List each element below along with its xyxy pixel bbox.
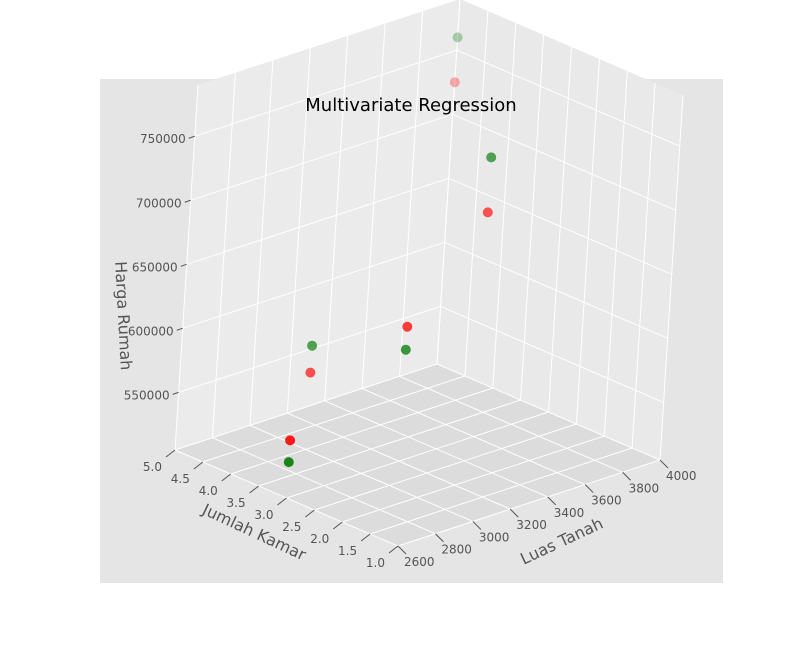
x-tick-mark (397, 545, 407, 555)
y-gridline-floor (258, 399, 521, 487)
y-tick-label: 1.5 (338, 544, 357, 558)
grid-lines (174, 0, 684, 547)
y-tick-mark (221, 473, 232, 482)
y-tick-label: 3.5 (227, 496, 246, 510)
scatter-point-series-2 (486, 152, 497, 163)
z-tick-mark (188, 135, 195, 139)
x-gridline-back (286, 48, 311, 414)
y-gridline-floor (397, 459, 661, 547)
scatter-point-series-2 (452, 32, 463, 43)
y-gridline-right (492, 22, 517, 389)
z-tick-label: 600000 (128, 324, 174, 338)
x-gridline-back (211, 72, 236, 438)
y-gridline-right (464, 10, 489, 377)
z-gridline-right (440, 305, 664, 403)
y-tick-label: 2.5 (282, 520, 301, 534)
z-gridline-back (186, 177, 449, 265)
z-gridline-right (452, 113, 676, 211)
x-tick-label: 2800 (441, 543, 472, 557)
z-tick-mark (176, 327, 183, 331)
y-tick-mark (388, 545, 399, 554)
x-gridline-back (399, 11, 424, 377)
x-gridline-back (249, 60, 274, 426)
y-gridline-floor (202, 375, 466, 463)
x-tick-mark (584, 484, 594, 493)
y-gridline-floor (230, 387, 493, 475)
y-tick-label: 4.0 (199, 484, 218, 498)
y-gridline-floor (369, 447, 633, 535)
x-tick-label: 2600 (404, 555, 435, 569)
z-tick-label: 650000 (132, 260, 178, 274)
scatter-point-series-1 (402, 321, 413, 332)
panes (175, 0, 683, 546)
y-gridline-floor (174, 363, 438, 451)
y-gridline-floor (314, 423, 577, 511)
z-gridline-right (444, 241, 668, 339)
x-tick-mark (547, 496, 557, 506)
x-tick-mark (509, 508, 519, 518)
z-gridline-back (182, 241, 445, 329)
y-gridline-right (575, 58, 600, 425)
y-tick-label: 2.0 (310, 532, 329, 546)
x-tick-label: 3000 (479, 530, 510, 544)
z-tick-label: 750000 (140, 132, 186, 146)
y-gridline-right (603, 70, 628, 437)
z-gridline-back (190, 113, 453, 201)
scatter-point-series-1 (449, 77, 460, 88)
z-tick-label: 700000 (136, 196, 182, 210)
scatter-point-series-1 (482, 207, 493, 218)
y-gridline-floor (342, 435, 605, 523)
y-tick-mark (360, 533, 371, 542)
back-pane (175, 0, 460, 450)
x-tick-label: 3600 (591, 494, 622, 508)
y-gridline-floor (286, 411, 549, 499)
x-tick-label: 3200 (516, 518, 547, 532)
y-tick-label: 5.0 (143, 460, 162, 474)
y-tick-label: 4.5 (171, 472, 190, 486)
y-gridline-right (631, 82, 656, 449)
z-gridline-right (448, 177, 672, 275)
x-gridline-back (324, 35, 349, 401)
y-tick-mark (305, 509, 315, 518)
x-tick-label: 4000 (666, 469, 697, 483)
z-tick-mark (184, 199, 191, 203)
z-gridline-right (456, 49, 680, 147)
x-gridline-back (174, 84, 199, 451)
scatter-point-series-1 (285, 435, 296, 446)
scatter-point-series-2 (400, 344, 411, 355)
y-tick-mark (193, 461, 204, 470)
y-tick-mark (249, 485, 259, 494)
scatter-point-series-2 (283, 457, 294, 468)
z-tick-mark (180, 263, 187, 267)
x-tick-mark (659, 459, 669, 469)
axis-ticks: 2600 2800 3000 3200 3400 3600 3800 4000 1.0 1.5 2.… (124, 132, 697, 570)
y-gridline-right (520, 34, 545, 401)
y-gridline-right (659, 94, 684, 461)
y-gridline-right (436, 0, 461, 365)
scatter-point-series-2 (307, 340, 318, 351)
y-tick-mark (165, 449, 176, 458)
chart-title: Multivariate Regression (305, 95, 516, 116)
y-tick-label: 1.0 (366, 556, 385, 570)
x-tick-label: 3400 (554, 506, 585, 520)
z-gridline-back (194, 49, 457, 137)
z-tick-mark (172, 391, 179, 395)
x-tick-mark (435, 533, 444, 543)
x-tick-mark (472, 521, 482, 530)
z-tick-label: 550000 (124, 388, 170, 402)
y-tick-mark (277, 497, 287, 506)
x-tick-label: 3800 (629, 481, 660, 495)
x-gridline-back (361, 23, 386, 389)
data-points (283, 32, 497, 468)
x-tick-mark (622, 471, 631, 481)
y-gridline-right (548, 46, 572, 413)
scatter-point-series-1 (305, 367, 316, 378)
y-tick-label: 3.0 (254, 508, 273, 522)
y-tick-mark (332, 521, 343, 530)
